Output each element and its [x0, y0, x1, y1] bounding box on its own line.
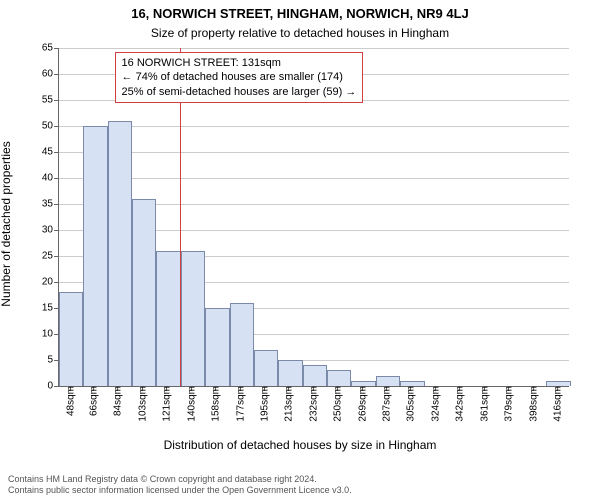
x-tick-label: 250sqm	[331, 386, 344, 422]
chart-title: 16, NORWICH STREET, HINGHAM, NORWICH, NR…	[0, 6, 600, 21]
histogram-bar	[303, 365, 327, 386]
x-tick-label: 140sqm	[185, 386, 198, 422]
y-tick-label: 50	[42, 121, 59, 132]
x-tick-label: 232sqm	[307, 386, 320, 422]
y-tick-label: 45	[42, 147, 59, 158]
x-tick-label: 379sqm	[502, 386, 515, 422]
grid-line	[59, 126, 569, 127]
grid-line	[59, 48, 569, 49]
x-tick-label: 177sqm	[234, 386, 247, 422]
y-tick-label: 25	[42, 251, 59, 262]
plot-area: 16 NORWICH STREET: 131sqm ← 74% of detac…	[58, 48, 569, 387]
x-tick-label: 416sqm	[551, 386, 564, 422]
y-tick-label: 0	[47, 381, 59, 392]
histogram-bar	[108, 121, 132, 386]
x-tick-label: 305sqm	[404, 386, 417, 422]
histogram-bar	[254, 350, 278, 386]
histogram-bar	[83, 126, 107, 386]
x-tick-label: 398sqm	[527, 386, 540, 422]
x-tick-label: 213sqm	[282, 386, 295, 422]
x-tick-label: 66sqm	[87, 386, 100, 416]
y-tick-label: 35	[42, 199, 59, 210]
y-tick-label: 20	[42, 277, 59, 288]
histogram-bar	[376, 376, 400, 386]
histogram-bar	[59, 292, 83, 386]
x-tick-label: 269sqm	[356, 386, 369, 422]
histogram-bar	[278, 360, 302, 386]
histogram-bar	[205, 308, 229, 386]
y-tick-label: 5	[47, 355, 59, 366]
annotation-line1: 16 NORWICH STREET: 131sqm	[122, 56, 357, 70]
grid-line	[59, 152, 569, 153]
annotation-line3: 25% of semi-detached houses are larger (…	[122, 85, 357, 99]
y-tick-label: 40	[42, 173, 59, 184]
chart-subtitle: Size of property relative to detached ho…	[0, 26, 600, 40]
histogram-bar	[327, 370, 351, 386]
histogram-bar	[132, 199, 156, 386]
annotation-box: 16 NORWICH STREET: 131sqm ← 74% of detac…	[115, 52, 364, 103]
x-tick-label: 158sqm	[209, 386, 222, 422]
x-tick-label: 103sqm	[136, 386, 149, 422]
x-tick-label: 287sqm	[380, 386, 393, 422]
grid-line	[59, 178, 569, 179]
x-axis-label: Distribution of detached houses by size …	[0, 438, 600, 452]
x-tick-label: 195sqm	[258, 386, 271, 422]
y-tick-label: 60	[42, 69, 59, 80]
footer-line1: Contains HM Land Registry data © Crown c…	[8, 474, 352, 485]
chart-container: 16, NORWICH STREET, HINGHAM, NORWICH, NR…	[0, 0, 600, 500]
y-tick-label: 15	[42, 303, 59, 314]
x-tick-label: 361sqm	[478, 386, 491, 422]
x-tick-label: 324sqm	[429, 386, 442, 422]
annotation-line2: ← 74% of detached houses are smaller (17…	[122, 70, 357, 84]
y-tick-label: 65	[42, 43, 59, 54]
x-tick-label: 48sqm	[63, 386, 76, 416]
y-axis-label: Number of detached properties	[0, 55, 13, 393]
x-tick-label: 342sqm	[453, 386, 466, 422]
histogram-bar	[156, 251, 180, 386]
x-tick-label: 121sqm	[160, 386, 173, 422]
footer-line2: Contains public sector information licen…	[8, 485, 352, 496]
y-tick-label: 30	[42, 225, 59, 236]
y-tick-label: 10	[42, 329, 59, 340]
footer-attribution: Contains HM Land Registry data © Crown c…	[8, 474, 352, 496]
histogram-bar	[181, 251, 205, 386]
y-tick-label: 55	[42, 95, 59, 106]
histogram-bar	[230, 303, 254, 386]
x-tick-label: 84sqm	[111, 386, 124, 416]
